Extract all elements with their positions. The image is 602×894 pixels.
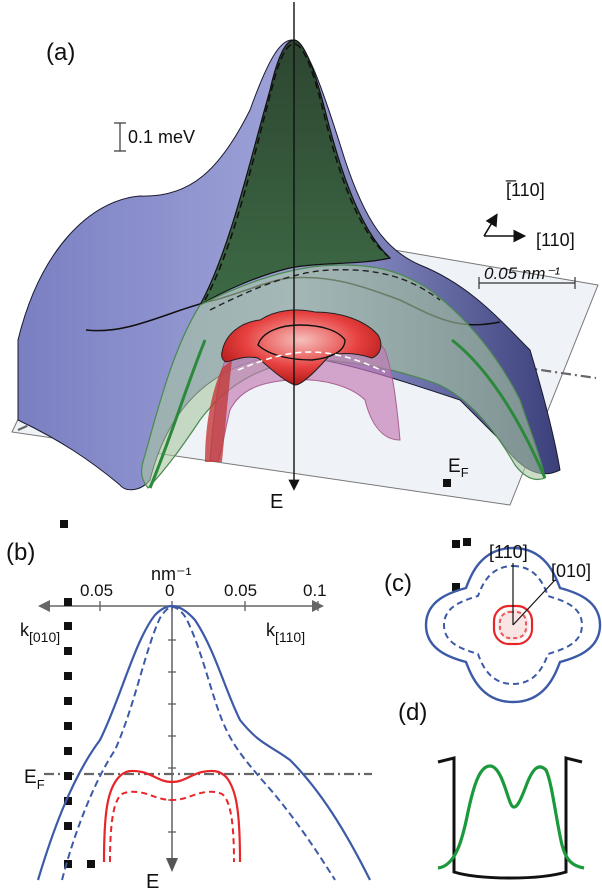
panel-c-label: (c) xyxy=(384,570,412,597)
k-axis-left-arrow xyxy=(38,600,50,612)
marker-square xyxy=(443,479,451,487)
energy-axis-a-label: E xyxy=(270,491,283,513)
tick-label-zero: 0 xyxy=(165,581,174,600)
energy-scale-label: 0.1 meV xyxy=(128,127,195,147)
panel-a: (a) 0.1 meV xyxy=(11,2,599,513)
tick-label-left-005: 0.05 xyxy=(80,581,113,600)
fermi-contour-outer-solid xyxy=(424,546,602,704)
tick-label-right-005: 0.05 xyxy=(224,581,257,600)
marker-square xyxy=(463,538,471,546)
green-edge-right xyxy=(451,338,547,479)
inner-band-cap-dashed xyxy=(237,351,386,373)
outer-band-dashed-profile xyxy=(204,43,389,301)
energy-scale-bar xyxy=(114,122,126,152)
blue-band-solid xyxy=(36,604,371,881)
red-band-dashed xyxy=(109,790,235,863)
well-profile xyxy=(437,756,583,880)
direction-label-110: [110] xyxy=(536,230,575,250)
unit-label-b: nm⁻¹ xyxy=(151,564,192,584)
panel-d: (d) xyxy=(398,699,585,880)
panel-b-label: (b) xyxy=(6,539,35,566)
energy-axis-b-arrow xyxy=(166,858,178,872)
marker-square xyxy=(452,540,460,548)
direction-label-c-010: [010] xyxy=(551,561,591,581)
direction-label-c-110: [110] xyxy=(489,542,528,562)
length-scale-label: 0.05 nm⁻¹ xyxy=(484,264,560,283)
panel-b: (b) nm⁻¹ 0.05 0 0.05 0.1 k[010] k[110] xyxy=(6,520,372,893)
outer-band-front-surface xyxy=(198,39,392,307)
direction-arrows xyxy=(483,213,527,243)
length-scale-bar xyxy=(478,277,576,289)
green-edge-left xyxy=(148,339,207,489)
fermi-contour-outer-dashed xyxy=(442,564,584,686)
k-axis-label-right: k[110] xyxy=(266,620,305,645)
marker-column xyxy=(64,598,95,868)
tick-label-right-01: 0.1 xyxy=(303,581,327,600)
green-translucent-sheet xyxy=(141,264,546,489)
marker-square xyxy=(60,520,68,528)
inner-band-cap xyxy=(221,309,382,386)
fermi-label-b: EF xyxy=(24,767,45,792)
direction-label-bar110: [̅110] xyxy=(505,180,545,200)
inner-band-curtain-left xyxy=(205,360,232,462)
panel-d-label: (d) xyxy=(398,699,427,726)
red-band-solid xyxy=(102,769,242,863)
energy-axis-ticks xyxy=(168,639,176,833)
fermi-label-a: EF xyxy=(448,456,469,480)
density-profile xyxy=(437,764,585,870)
direction-line-010 xyxy=(512,579,556,626)
energy-axis-b-label: E xyxy=(146,871,159,893)
panel-a-label: (a) xyxy=(46,39,75,66)
panel-c: (c) [110] [010] xyxy=(384,538,602,704)
blue-band-dashed xyxy=(61,605,336,881)
k-axis-label-left: k[010] xyxy=(20,620,60,645)
marker-square xyxy=(452,583,460,591)
